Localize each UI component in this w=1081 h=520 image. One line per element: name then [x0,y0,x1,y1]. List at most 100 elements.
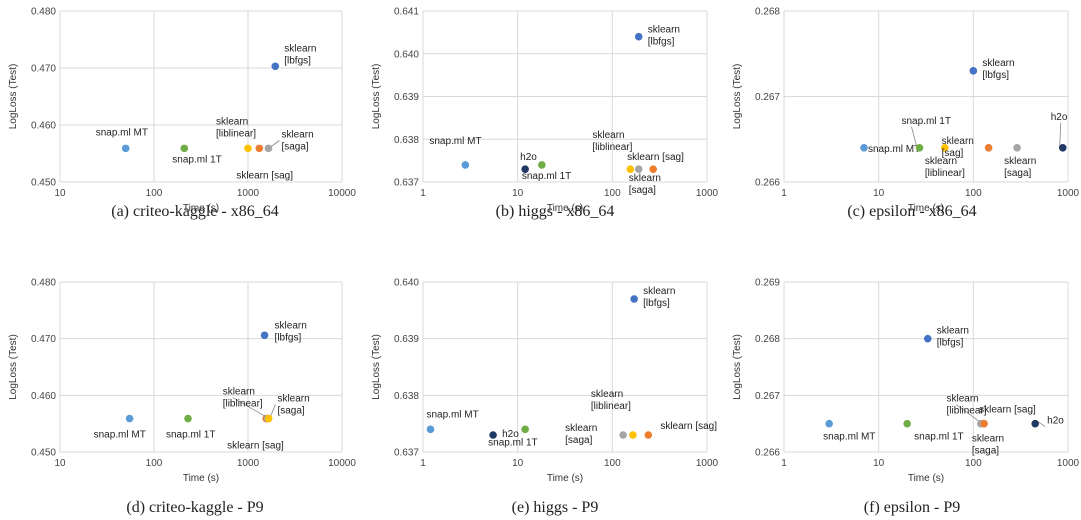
label-leader-line [1059,122,1062,146]
y-tick-label: 0.637 [394,448,419,459]
y-tick-label: 0.266 [755,448,780,459]
point-sklearn-saga [1013,144,1021,152]
point-label-sklearn-liblinear: sklearn [liblinear] [223,387,263,410]
point-label-sklearn-lbfgs: sklearn [lbfgs] [643,286,675,309]
point-sklearn-sag [984,144,993,152]
chart-caption: (d) criteo-kaggle - P9 [126,499,263,516]
x-tick-label: 10000 [328,458,356,469]
point-snap-ml-1t [180,144,189,153]
y-tick-label: 0.268 [755,334,780,345]
y-tick-label: 0.450 [31,178,56,189]
point-label-sklearn-lbfgs: sklearn [lbfgs] [982,58,1014,81]
point-sklearn-sag [255,144,264,153]
x-tick-label: 10 [512,458,524,469]
point-label-sklearn-sag: sklearn [sag] [660,421,717,432]
y-tick-label: 0.639 [394,92,419,103]
point-label-snap-ml-1t: snap.ml 1T [488,437,537,448]
y-axis-title: LogLoss (Test) [732,334,743,400]
point-label-sklearn-liblinear: sklearn [liblinear] [216,116,256,139]
x-tick-label: 1000 [237,458,260,469]
point-snap-ml-1t [538,161,546,169]
y-tick-label: 0.267 [755,391,780,402]
point-label-sklearn-sag: sklearn [sag] [942,136,974,159]
point-label-sklearn-sag: sklearn [sag] [227,441,284,452]
y-axis-title: LogLoss (Test) [732,64,743,130]
point-label-sklearn-liblinear: sklearn [liblinear] [591,389,631,412]
point-label-snap-ml-1t: snap.ml 1T [522,171,571,182]
x-tick-label: 100 [146,458,163,469]
point-label-h2o: h2o [502,429,519,440]
y-tick-label: 0.638 [394,135,419,146]
point-label-h2o: h2o [1051,112,1068,123]
y-tick-label: 0.638 [394,391,419,402]
point-label-sklearn-saga: sklearn [saga] [972,434,1004,457]
x-tick-label: 1000 [696,188,719,199]
point-label-sklearn-sag: sklearn [sag] [236,170,293,181]
y-tick-label: 0.269 [755,278,780,289]
point-sklearn-lbfgs [969,67,978,75]
chart-panel-1: 10 100 1000 10000 0.450 0.460 0.470 0.480 Time (… [8,7,356,221]
y-tick-label: 0.480 [31,278,56,289]
x-axis-title: Time (s) [183,473,219,484]
x-axis-title: Time (s) [547,473,583,484]
chart-panel-6: 1 10 100 1000 0.266 0.267 0.268 0.269 Time (s) Lo… [732,278,1080,517]
y-tick-label: 0.266 [755,178,780,189]
chart-caption: (e) higgs - P9 [512,499,599,516]
point-h2o [521,165,529,173]
x-tick-label: 1 [420,188,426,199]
x-tick-label: 1 [781,458,787,469]
x-tick-label: 10 [512,188,524,199]
x-tick-label: 100 [604,458,621,469]
x-tick-label: 1000 [1057,188,1080,199]
point-sklearn-saga [619,431,627,439]
x-tick-label: 1000 [1057,458,1080,469]
y-tick-label: 0.640 [394,49,419,60]
point-snap-ml-mt [461,161,470,169]
point-label-sklearn-lbfgs: sklearn [lbfgs] [648,25,680,48]
point-h2o [489,431,497,439]
point-label-snap-ml-mt: snap.ml MT [94,430,146,441]
point-label-sklearn-lbfgs: sklearn [lbfgs] [275,320,307,343]
point-label-snap-ml-1t: snap.ml 1T [914,432,963,443]
x-tick-label: 100 [965,458,982,469]
point-label-snap-ml-1t: snap.ml 1T [902,116,951,127]
x-tick-label: 10000 [328,188,356,199]
point-h2o [1031,419,1039,428]
point-sklearn-lbfgs [630,295,638,303]
label-leader-line [271,140,280,147]
point-sklearn-liblinear [244,144,252,153]
point-sklearn-saga [634,165,643,173]
y-tick-label: 0.460 [31,121,56,132]
point-label-snap-ml-mt: snap.ml MT [823,432,875,443]
point-snap-ml-mt [825,419,833,428]
point-sklearn-lbfgs [634,32,643,41]
point-snap-ml-mt [860,144,868,152]
point-label-sklearn-saga: sklearn [saga] [277,394,309,417]
point-label-h2o: h2o [1047,416,1064,427]
point-label-sklearn-liblinear: sklearn [liblinear] [592,130,632,153]
point-label-sklearn-liblinear: sklearn [liblinear] [925,156,965,179]
point-snap-ml-1t [521,425,529,434]
label-leader-line [232,397,266,417]
x-tick-label: 1000 [696,458,719,469]
point-sklearn-lbfgs [923,334,932,343]
x-axis-title: Time (s) [547,203,583,214]
point-snap-ml-1t [903,419,911,428]
chart-panel-3: 1 10 100 1000 0.266 0.267 0.268 Time (s) LogLoss… [732,7,1080,221]
point-label-sklearn-saga: sklearn [saga] [565,423,597,446]
point-label-sklearn-saga: sklearn [saga] [1004,156,1036,179]
point-snap-ml-1t [184,414,192,423]
point-sklearn-liblinear [626,165,635,173]
y-tick-label: 0.267 [755,92,780,103]
y-tick-label: 0.640 [394,278,419,289]
point-label-snap-ml-mt: snap.ml MT [429,136,481,147]
point-snap-ml-1t [915,144,924,152]
chart-panel-4: 10 100 1000 10000 0.450 0.460 0.470 0.480 Time (… [8,278,356,517]
point-sklearn-liblinear [629,431,637,439]
point-label-snap-ml-1t: snap.ml 1T [172,154,221,165]
label-leader-line [1037,421,1046,427]
point-snap-ml-mt [121,144,130,153]
point-sklearn-sag [644,431,653,439]
y-tick-label: 0.637 [394,178,419,189]
x-tick-label: 1000 [237,188,260,199]
